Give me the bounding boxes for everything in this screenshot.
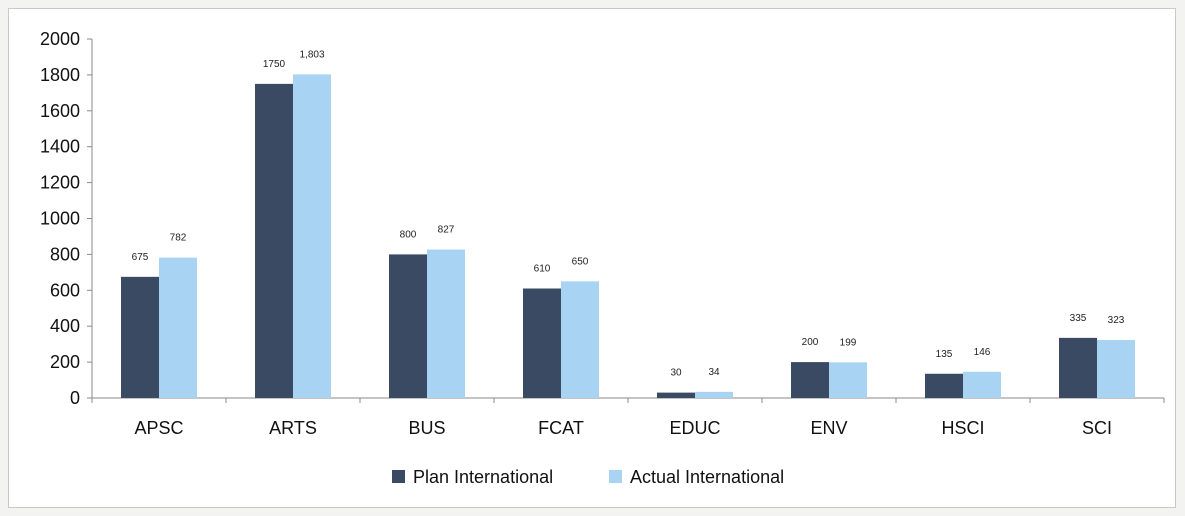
x-tick-label: ENV xyxy=(810,418,847,438)
data-label: 135 xyxy=(936,349,953,360)
legend-label: Plan International xyxy=(413,467,553,487)
bar-plan xyxy=(925,373,963,398)
data-label: 610 xyxy=(534,264,551,275)
bar-plan xyxy=(121,276,159,398)
bar-plan xyxy=(791,362,829,398)
chart-frame: 0 200 400 600 800 1000 1200 1400 1600 1800 2000 AP… xyxy=(8,8,1176,508)
x-tick-label: APSC xyxy=(134,418,183,438)
y-tick-label: 600 xyxy=(50,280,80,300)
x-tick-label: HSCI xyxy=(941,418,984,438)
x-tick-label: SCI xyxy=(1082,418,1112,438)
bar-plan xyxy=(523,288,561,398)
bar-actual xyxy=(695,391,733,398)
bar-actual xyxy=(1097,340,1135,398)
data-label: 199 xyxy=(840,337,857,348)
data-label: 34 xyxy=(708,367,720,378)
x-tick-label: EDUC xyxy=(669,418,720,438)
data-label: 827 xyxy=(438,225,455,236)
y-tick-label: 400 xyxy=(50,316,80,336)
bar-actual xyxy=(829,362,867,398)
legend-swatch xyxy=(392,470,405,483)
bar-plan xyxy=(255,83,293,398)
bar-plan xyxy=(1059,337,1097,398)
data-label: 650 xyxy=(572,256,589,267)
y-tick-label: 1000 xyxy=(40,209,80,229)
bar-plan xyxy=(657,392,695,398)
legend: Plan International Actual International xyxy=(392,467,784,487)
bar-plan xyxy=(389,254,427,398)
data-label: 323 xyxy=(1108,315,1125,326)
y-tick-label: 1200 xyxy=(40,173,80,193)
x-tick-label: BUS xyxy=(408,418,445,438)
data-label: 200 xyxy=(802,337,819,348)
bar-chart: 0 200 400 600 800 1000 1200 1400 1600 1800 2000 AP… xyxy=(40,29,1165,487)
y-tick-label: 1800 xyxy=(40,65,80,85)
data-label: 675 xyxy=(132,252,149,263)
legend-label: Actual International xyxy=(630,467,784,487)
x-axis: APSC ARTS BUS FCAT EDUC ENV HSCI SCI xyxy=(91,397,1165,438)
y-axis: 0 200 400 600 800 1000 1200 1400 1600 1800 2000 xyxy=(40,29,93,408)
bar-actual xyxy=(963,371,1001,398)
data-label: 1750 xyxy=(263,59,286,70)
y-tick-label: 2000 xyxy=(40,29,80,49)
x-tick-label: FCAT xyxy=(538,418,584,438)
data-labels: 675 782 1750 1,803 800 827 610 650 30 34 200 199 135… xyxy=(132,49,1125,378)
y-tick-label: 800 xyxy=(50,244,80,264)
y-tick-label: 1600 xyxy=(40,101,80,121)
bar-actual xyxy=(159,257,197,398)
legend-swatch xyxy=(609,470,622,483)
y-tick-label: 0 xyxy=(70,388,80,408)
bar-actual xyxy=(561,281,599,398)
data-label: 146 xyxy=(974,347,991,358)
bars xyxy=(121,74,1135,398)
x-tick-label: ARTS xyxy=(269,418,317,438)
y-tick-label: 200 xyxy=(50,352,80,372)
data-label: 782 xyxy=(170,233,187,244)
data-label: 800 xyxy=(400,229,417,240)
bar-actual xyxy=(427,249,465,398)
data-label: 30 xyxy=(670,368,682,379)
data-label: 1,803 xyxy=(299,49,324,60)
bar-actual xyxy=(293,74,331,398)
data-label: 335 xyxy=(1070,313,1087,324)
y-tick-label: 1400 xyxy=(40,137,80,157)
